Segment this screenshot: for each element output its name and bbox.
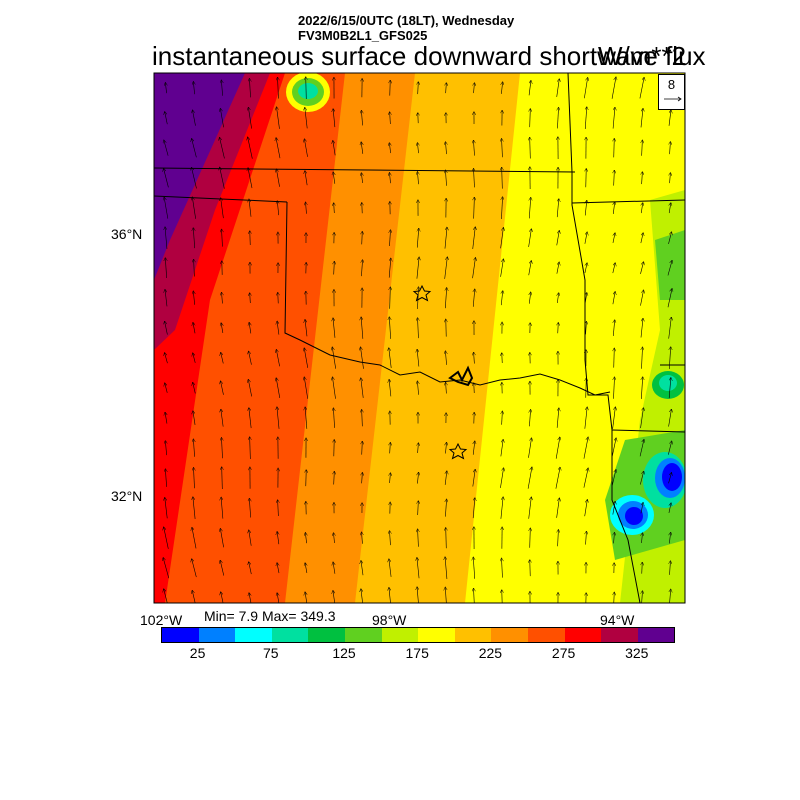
colorbar-tick-label: 175 bbox=[405, 645, 429, 661]
colorbar-swatch-10 bbox=[527, 628, 565, 642]
lon-label-98w: 98°W bbox=[372, 612, 407, 628]
lat-label-36n: 36°N bbox=[111, 226, 143, 242]
colorbar-swatch-4 bbox=[308, 628, 345, 642]
shortwave-field bbox=[154, 73, 685, 603]
station-star-2 bbox=[448, 442, 468, 460]
colorbar-swatch-8 bbox=[454, 628, 492, 642]
valid-time: 2022/6/15/0UTC (18LT), Wednesday bbox=[298, 13, 515, 28]
colorbar-swatch-2 bbox=[235, 628, 272, 642]
map-frame bbox=[153, 72, 686, 604]
colorbar-tick-label: 275 bbox=[551, 645, 576, 661]
colorbar bbox=[161, 627, 676, 643]
colorbar-tick-label: 75 bbox=[263, 645, 279, 661]
colorbar-swatch-12 bbox=[601, 628, 638, 642]
colorbar-swatch-5 bbox=[344, 628, 382, 642]
colorbar-tick-label: 125 bbox=[332, 645, 356, 661]
model-name: FV3M0B2L1_GFS025 bbox=[298, 28, 428, 43]
min-max-stats: Min= 7.9 Max= 349.3 bbox=[204, 608, 336, 624]
lat-label-32n: 32°N bbox=[111, 488, 143, 504]
wind-vectors bbox=[163, 77, 672, 603]
colorbar-swatch-11 bbox=[564, 628, 602, 642]
colorbar-tick-label: 325 bbox=[625, 645, 649, 661]
colorbar-swatch-7 bbox=[418, 628, 455, 642]
colorbar-swatch-1 bbox=[198, 628, 236, 642]
colorbar-swatch-6 bbox=[381, 628, 419, 642]
lon-label-102w: 102°W bbox=[140, 612, 183, 628]
plot-units: W/m**2 bbox=[598, 41, 687, 71]
vector-reference-box: 8 bbox=[658, 74, 685, 110]
state-boundaries bbox=[153, 72, 686, 604]
colorbar-tick-label: 225 bbox=[478, 645, 503, 661]
colorbar-swatch-3 bbox=[271, 628, 309, 642]
lon-label-94w: 94°W bbox=[600, 612, 635, 628]
plot-title: instantaneous surface downward shortwave… bbox=[152, 41, 706, 71]
colorbar-swatch-9 bbox=[491, 628, 528, 642]
colorbar-swatch-13 bbox=[637, 628, 675, 642]
reference-arrow-icon bbox=[664, 96, 682, 102]
colorbar-tick-label: 25 bbox=[189, 645, 206, 661]
vector-reference-value: 8 bbox=[667, 77, 676, 92]
station-star-1 bbox=[412, 284, 432, 302]
colorbar-swatch-0 bbox=[162, 628, 199, 642]
